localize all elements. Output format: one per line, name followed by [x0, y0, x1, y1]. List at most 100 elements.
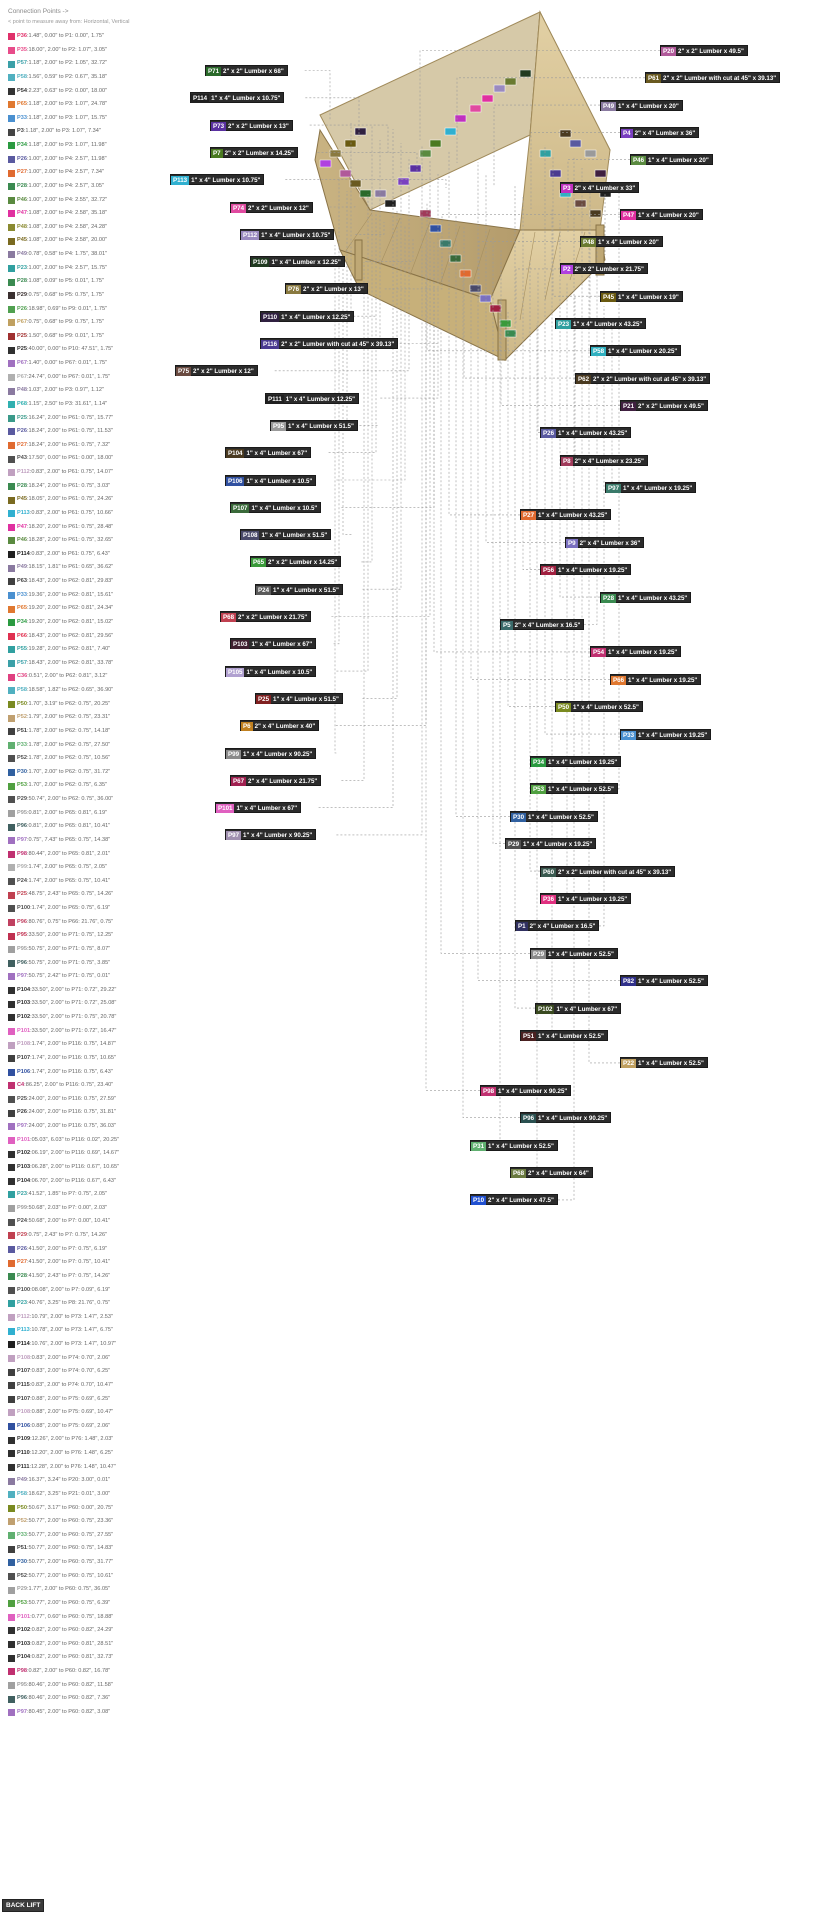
connection-row[interactable]: P27: 41.50", 2.00" to P7: 0.75", 10.41": [8, 1256, 178, 1270]
part-label[interactable]: P68 2" x 4" Lumber x 64": [510, 1167, 593, 1178]
part-label[interactable]: P107 1" x 4" Lumber x 10.5": [230, 501, 322, 513]
connection-row[interactable]: P26: 41.50", 2.00" to P7: 0.75", 6.19": [8, 1243, 178, 1257]
part-label[interactable]: P1 2" x 4" Lumber x 16.5": [515, 920, 600, 932]
connection-row[interactable]: P23: 41.52", 1.85" to P7: 0.75", 2.05": [8, 1188, 178, 1202]
connection-row[interactable]: P26: 24.00", 2.00" to P116: 0.75", 31.81…: [8, 1106, 178, 1120]
connection-row[interactable]: P112: 10.79", 2.00" to P73: 1.47", 2.53": [8, 1311, 178, 1325]
part-label[interactable]: P8 2" x 4" Lumber x 23.25": [560, 454, 648, 466]
part-label[interactable]: P102 1" x 4" Lumber x 67": [535, 1002, 622, 1014]
part-label[interactable]: P49 1" x 4" Lumber x 20": [600, 99, 683, 111]
connection-row[interactable]: P99: 50.68", 2.03" to P7: 0.00", 2.03": [8, 1202, 178, 1216]
connection-row[interactable]: P113: 10.78", 2.00" to P73: 1.47", 6.75": [8, 1324, 178, 1338]
connection-row[interactable]: P102: 33.50", 2.00" to P71: 0.75", 20.78…: [8, 1011, 178, 1025]
connection-row[interactable]: P101: 0.77", 0.60" to P60: 0.75", 18.88": [8, 1611, 178, 1625]
connection-row[interactable]: P53: 50.77", 2.00" to P60: 0.75", 6.39": [8, 1597, 178, 1611]
part-label[interactable]: P103 1" x 4" Lumber x 67": [230, 638, 317, 650]
connection-row[interactable]: P67: 0.75", 0.68" to P9: 0.75", 1.75": [8, 316, 178, 330]
part-label[interactable]: P76 2" x 2" Lumber x 13": [285, 283, 368, 295]
connection-row[interactable]: P67: 1.40", 0.00" to P67: 0.01", 1.75": [8, 357, 178, 371]
connection-row[interactable]: P104: 0.82", 2.00" to P60: 0.81", 32.73": [8, 1651, 178, 1665]
connection-row[interactable]: P108: 0.83", 2.00" to P74: 0.70", 2.06": [8, 1352, 178, 1366]
connection-row[interactable]: P49: 0.78", 0.58" to P4: 1.75", 38.01": [8, 248, 178, 262]
connection-row[interactable]: P55: 19.28", 2.00" to P62: 0.81", 7.40": [8, 643, 178, 657]
part-label[interactable]: P67 2" x 4" Lumber x 21.75": [230, 774, 322, 786]
connection-row[interactable]: P46: 1.00", 2.00" to P4: 2.55", 32.72": [8, 194, 178, 208]
connection-row[interactable]: P63: 18.43", 2.00" to P62: 0.81", 29.83": [8, 575, 178, 589]
part-label[interactable]: P21 2" x 2" Lumber x 49.5": [620, 399, 708, 411]
connection-row[interactable]: P104: 06.70", 2.00" to P116: 0.67", 6.43…: [8, 1175, 178, 1189]
connection-row[interactable]: P101: 33.50", 2.00" to P71: 0.72", 16.47…: [8, 1025, 178, 1039]
part-label[interactable]: P75 2" x 2" Lumber x 12": [175, 365, 258, 377]
connection-row[interactable]: P52: 50.77", 2.00" to P60: 0.75", 10.61": [8, 1570, 178, 1584]
part-label[interactable]: P4 2" x 4" Lumber x 36": [620, 126, 700, 138]
connection-row[interactable]: P66: 18.43", 2.00" to P62: 0.81", 29.56": [8, 630, 178, 644]
connection-row[interactable]: P96: 50.75", 2.00" to P71: 0.75", 3.85": [8, 957, 178, 971]
connection-row[interactable]: P33: 50.77", 2.00" to P60: 0.75", 27.55": [8, 1529, 178, 1543]
connection-row[interactable]: P99: 1.74", 2.00" to P65: 0.75", 2.05": [8, 861, 178, 875]
connection-row[interactable]: P50: 50.67", 3.17" to P60: 0.00", 20.75": [8, 1502, 178, 1516]
connection-row[interactable]: P33: 1.18", 2.00" to P3: 1.07", 15.75": [8, 112, 178, 126]
part-label[interactable]: P53 1" x 4" Lumber x 52.5": [530, 783, 618, 795]
connection-row[interactable]: P28: 41.50", 2.43" to P7: 0.75", 14.26": [8, 1270, 178, 1284]
connection-row[interactable]: P36: 1.48", 0.00" to P1: 0.00", 1.75": [8, 30, 178, 44]
connection-row[interactable]: P35: 18.00", 2.00" to P2: 1.07", 3.05": [8, 44, 178, 58]
connection-row[interactable]: C4: 86.25", 2.00" to P116: 0.75", 23.40": [8, 1079, 178, 1093]
part-label[interactable]: P28 1" x 4" Lumber x 43.25": [600, 591, 692, 603]
connection-row[interactable]: P25: 40.00", 0.00" to P10: 47.51", 1.75": [8, 343, 178, 357]
part-label[interactable]: P58 1" x 4" Lumber x 20.25": [590, 345, 682, 357]
connection-row[interactable]: P106: 0.88", 2.00" to P75: 0.69", 2.06": [8, 1420, 178, 1434]
part-label[interactable]: P9 2" x 4" Lumber x 36": [565, 536, 645, 548]
connection-row[interactable]: P103: 33.50", 2.00" to P71: 0.72", 25.08…: [8, 997, 178, 1011]
connection-row[interactable]: P110: 12.20", 2.00" to P76: 1.48", 6.25": [8, 1447, 178, 1461]
part-label[interactable]: P112 1" x 4" Lumber x 10.75": [240, 228, 335, 240]
panel-title[interactable]: Connection Points ->: [8, 8, 69, 15]
connection-row[interactable]: P28: 1.00", 2.00" to P4: 2.57", 3.05": [8, 180, 178, 194]
connection-row[interactable]: P108: 0.88", 2.00" to P75: 0.69", 10.47": [8, 1406, 178, 1420]
part-label[interactable]: P62 2" x 2" Lumber with cut at 45" x 39.1…: [575, 372, 711, 384]
part-label[interactable]: P46 1" x 4" Lumber x 20": [630, 154, 713, 166]
connection-row[interactable]: P25: 48.75", 2.43" to P65: 0.75", 14.26": [8, 888, 178, 902]
connection-row[interactable]: P29: 1.77", 2.00" to P60: 0.75", 36.05": [8, 1583, 178, 1597]
part-label[interactable]: P26 1" x 4" Lumber x 43.25": [540, 427, 632, 439]
part-label[interactable]: P20 2" x 2" Lumber x 49.5": [660, 45, 748, 56]
part-label[interactable]: P29 1" x 4" Lumber x 52.5": [530, 947, 618, 959]
part-label[interactable]: P29 1" x 4" Lumber x 19.25": [505, 838, 597, 850]
part-label[interactable]: P27 1" x 4" Lumber x 43.25": [520, 509, 612, 521]
connection-row[interactable]: P114: 10.76", 2.00" to P73: 1.47", 10.97…: [8, 1338, 178, 1352]
part-label[interactable]: P47 1" x 4" Lumber x 20": [620, 208, 703, 220]
connection-row[interactable]: P30: 50.77", 2.00" to P60: 0.75", 31.77": [8, 1556, 178, 1570]
part-label[interactable]: P110 1" x 4" Lumber x 12.25": [260, 310, 355, 322]
connection-row[interactable]: P95: 80.46", 2.00" to P60: 0.82", 11.58": [8, 1679, 178, 1693]
part-label[interactable]: P104 1" x 4" Lumber x 67": [225, 447, 312, 459]
connection-row[interactable]: P111: 12.28", 2.00" to P76: 1.48", 10.47…: [8, 1461, 178, 1475]
connection-row[interactable]: P48: 1.03", 2.00" to P3: 0.97", 1.12": [8, 384, 178, 398]
part-label[interactable]: P95 1" x 4" Lumber x 51.5": [270, 419, 358, 431]
connection-row[interactable]: P97: 0.75", 7.43" to P65: 0.75", 14.38": [8, 834, 178, 848]
connection-row[interactable]: P102: 06.19", 2.00" to P116: 0.69", 14.6…: [8, 1147, 178, 1161]
part-label[interactable]: P23 1" x 4" Lumber x 43.25": [555, 318, 647, 329]
connection-row[interactable]: P96: 0.81", 2.00" to P65: 0.81", 10.41": [8, 820, 178, 834]
part-label[interactable]: P66 1" x 4" Lumber x 19.25": [610, 673, 702, 685]
part-label[interactable]: P45 1" x 4" Lumber x 19": [600, 290, 683, 302]
part-label[interactable]: P7 2" x 2" Lumber x 14.25": [210, 146, 298, 158]
part-label[interactable]: P108 1" x 4" Lumber x 51.5": [240, 529, 332, 541]
connection-row[interactable]: P57: 1.18", 2.00" to P2: 1.05", 32.72": [8, 57, 178, 71]
part-label[interactable]: P54 1" x 4" Lumber x 19.25": [590, 646, 682, 658]
connection-row[interactable]: P45: 18.05", 2.00" to P61: 0.75", 24.26": [8, 493, 178, 507]
connection-row[interactable]: P98: 0.82", 2.00" to P60: 0.82", 16.78": [8, 1665, 178, 1679]
connection-row[interactable]: P97: 50.75", 2.42" to P71: 0.75", 0.01": [8, 970, 178, 984]
connection-row[interactable]: P28: 1.08", 0.09" to P5: 0.01", 1.75": [8, 275, 178, 289]
connection-row[interactable]: P49: 18.15", 1.81" to P61: 0.65", 36.62": [8, 561, 178, 575]
part-label[interactable]: P97 1" x 4" Lumber x 19.25": [605, 482, 697, 493]
part-label[interactable]: P111 1" x 4" Lumber x 12.25": [265, 392, 360, 404]
connection-row[interactable]: P54: 2.23", 0.63" to P2: 0.00", 18.00": [8, 85, 178, 99]
connection-row[interactable]: P107: 0.83", 2.00" to P74: 0.70", 6.25": [8, 1365, 178, 1379]
part-label[interactable]: P99 1" x 4" Lumber x 90.25": [225, 747, 317, 759]
connection-row[interactable]: P52: 1.78", 2.00" to P62: 0.75", 10.56": [8, 752, 178, 766]
part-label[interactable]: P71 2" x 2" Lumber x 68": [205, 65, 288, 76]
part-label[interactable]: P24 1" x 4" Lumber x 51.5": [255, 583, 343, 595]
part-label[interactable]: P5 2" x 4" Lumber x 16.5": [500, 619, 585, 630]
connection-row[interactable]: P27: 18.24", 2.00" to P61: 0.75", 7.32": [8, 439, 178, 453]
connection-row[interactable]: P26: 1.00", 2.00" to P4: 2.57", 11.98": [8, 153, 178, 167]
part-label[interactable]: P10 2" x 4" Lumber x 47.5": [470, 1194, 558, 1206]
